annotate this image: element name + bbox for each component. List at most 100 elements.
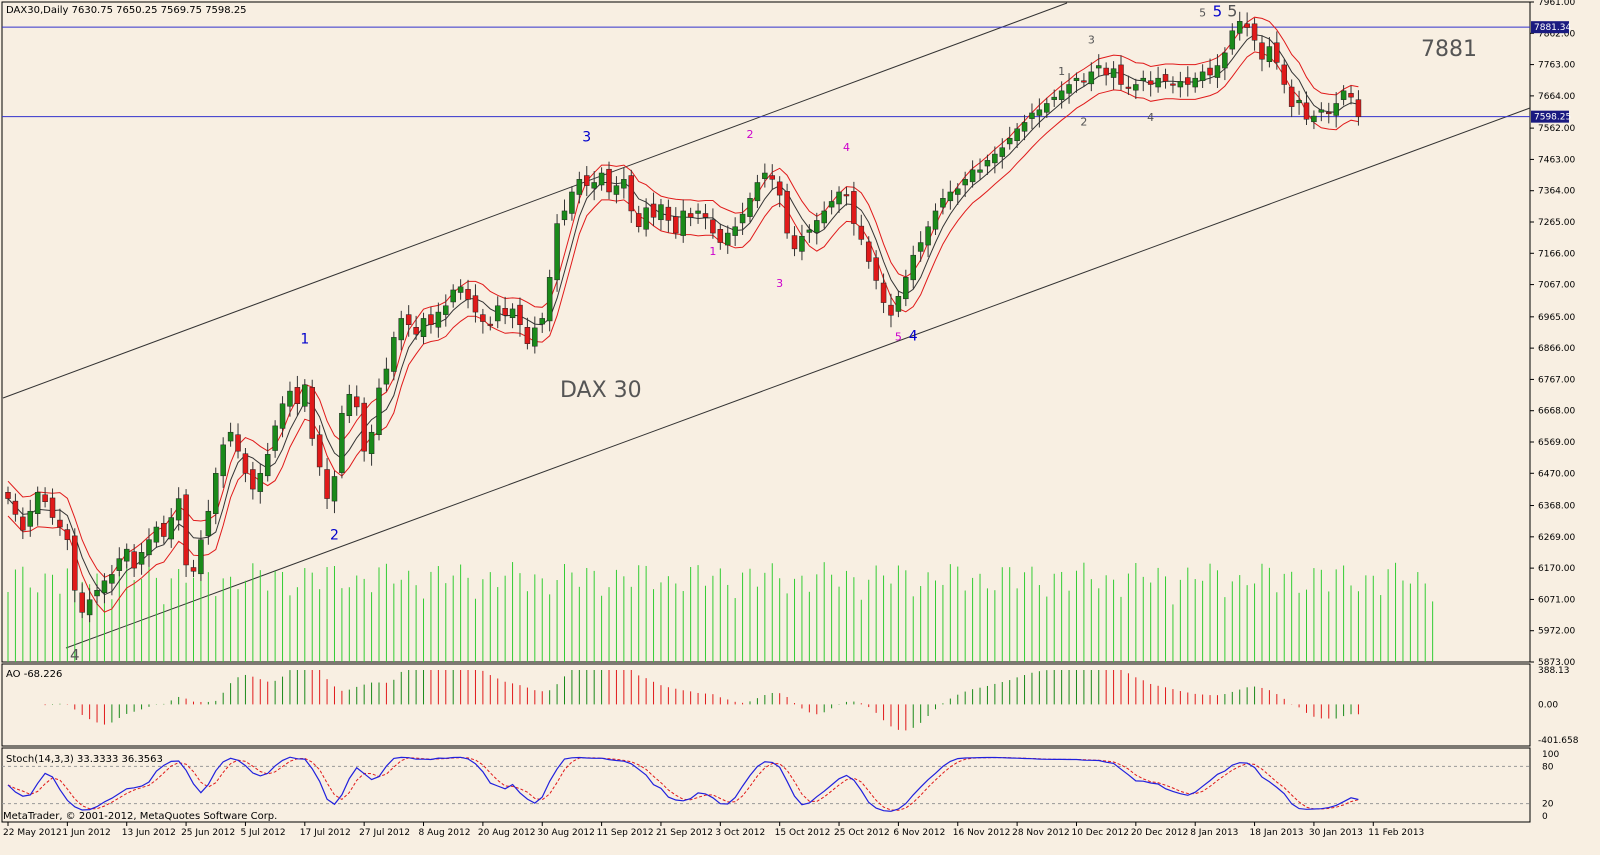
date-tick-label: 8 Aug 2012 [419,828,471,838]
candle-body [457,286,464,293]
candle-body [302,384,308,407]
wave-label: 4 [909,329,918,345]
price-tick-label: 6767.00 [1538,375,1575,385]
candle-body [1162,74,1169,82]
candle-body [1125,86,1132,89]
panel-frames [1,1,1531,823]
candle-body [146,539,152,556]
candle-body [769,175,776,180]
candle-body [814,220,820,233]
candle-body [1236,21,1243,34]
wave-label: 1 [709,245,716,258]
candle-body [480,314,486,322]
wave-label: 2 [1080,116,1087,129]
candle-body [287,390,293,407]
date-tick-label: 13 Jun 2012 [122,828,176,838]
stoch-label: Stoch(14,3,3) 33.3333 36.3563 [6,754,163,765]
date-tick-label: 22 May 2012 [3,828,62,838]
candle-body [843,194,850,197]
candle-body [1296,100,1302,104]
candle-body [858,225,865,240]
candle-body [999,147,1006,157]
candle-body [947,191,954,202]
candle-body [116,558,123,571]
candle-body [391,337,397,372]
candle-body [1207,67,1213,76]
candle-body [821,210,827,224]
candle-body [635,213,642,227]
candle-body [873,257,879,281]
ao-label: AO -68.226 [6,669,62,680]
candle-body [984,160,991,167]
chart-title: DAX 30 [560,378,642,403]
candle-body [910,254,916,281]
candle-body [5,492,11,499]
candle-body [346,394,353,417]
stoch-tick-label: 80 [1542,762,1554,772]
candle-body [1244,23,1250,28]
candle-body [34,492,41,515]
candle-body [1348,93,1354,98]
candle-body [190,567,197,572]
candle-body [1333,103,1339,116]
candle-body [443,305,449,315]
date-tick-label: 10 Dec 2012 [1071,828,1129,838]
candle-body [213,473,219,515]
price-tick-label: 7862.00 [1538,29,1575,39]
date-tick-label: 8 Jan 2013 [1190,828,1238,838]
date-tick-label: 17 Jul 2012 [300,828,351,838]
volume-bars [7,562,1434,662]
candle-body [257,473,264,492]
date-tick-label: 6 Nov 2012 [893,828,945,838]
candle-body [1222,52,1228,69]
price-tick-label: 7463.00 [1538,155,1575,165]
price-tick-label: 7166.00 [1538,249,1575,259]
candle-body [220,444,226,477]
candle-body [702,213,709,218]
price-tick-label: 6170.00 [1538,564,1575,574]
level-price-box [1531,21,1569,34]
date-tick-label: 16 Nov 2012 [953,828,1011,838]
candle-body [1214,65,1221,78]
candle-body [932,210,939,230]
candle-body [1170,83,1176,86]
candle-body [1073,77,1080,81]
price-tick-label: 7562.00 [1538,124,1575,134]
date-tick-label: 30 Aug 2012 [537,828,595,838]
candle-body [1118,64,1124,85]
candle-body [955,188,961,195]
upper-channel-line [2,2,1068,399]
candle-body [1051,96,1057,100]
candle-body [27,510,34,527]
stochastic-lines [2,756,1530,812]
candle-body [123,548,130,562]
candle-body [1155,77,1161,88]
candle-body [1288,86,1295,107]
candle-body [1303,102,1310,120]
candle-body [361,402,367,452]
candle-body [569,191,575,214]
candle-body [895,296,902,312]
candle-body [828,201,835,208]
candle-body [1058,90,1065,100]
level-price-label: 7881.34 [1534,23,1571,33]
candle-body [1103,67,1109,76]
candle-body [1014,128,1020,142]
candles [5,11,1362,623]
wave-label: 4 [843,141,850,154]
candle-body [658,204,664,221]
candle-body [1133,84,1139,91]
candle-body [509,308,516,319]
price-tick-label: 6269.00 [1538,533,1575,543]
wave-label: 2 [330,528,339,544]
price-tick-label: 6569.00 [1538,438,1575,448]
date-tick-label: 28 Nov 2012 [1012,828,1070,838]
candle-body [205,510,212,537]
candle-body [131,551,137,569]
candle-body [836,191,842,205]
trend-channel-lines [2,2,1531,649]
price-tick-label: 5972.00 [1538,627,1575,637]
candle-body [791,235,798,250]
price-tick-label: 5873.00 [1538,658,1575,668]
date-tick-label: 30 Jan 2013 [1309,828,1363,838]
